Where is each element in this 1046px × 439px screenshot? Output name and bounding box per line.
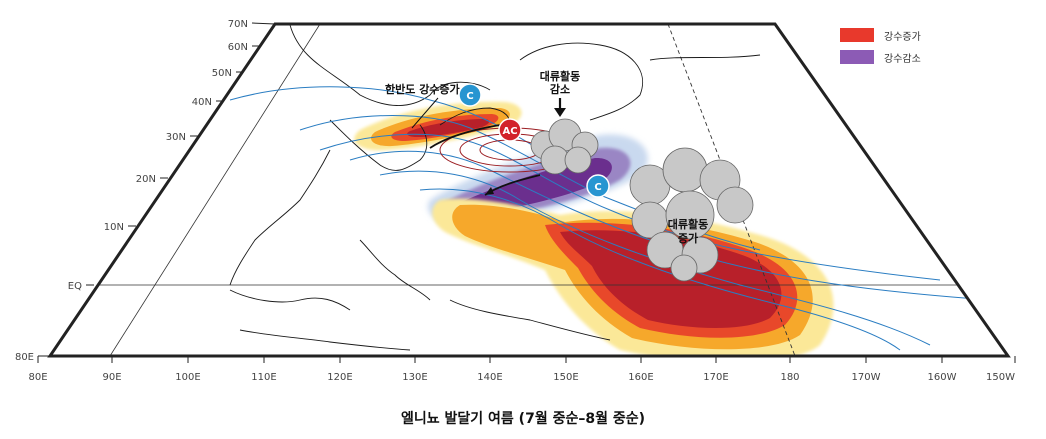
precip-increase-korea xyxy=(354,101,522,151)
figure-caption: 엘니뇨 발달기 여름 (7월 중순–8월 중순) xyxy=(401,411,645,427)
anticyclone-text: AC xyxy=(502,126,517,137)
northern-flow-arrow xyxy=(429,124,501,149)
lat-label: 60N xyxy=(228,42,248,53)
latitude-labels: 70N 60N 50N 40N 30N 20N 10N EQ 80E xyxy=(15,19,276,363)
lon-label: 150E xyxy=(553,372,578,383)
lat-label: EQ xyxy=(68,281,82,292)
lon-label: 170W xyxy=(852,372,881,383)
cyclone-south-text: C xyxy=(594,182,601,193)
convection-increase-label: 증가 xyxy=(678,231,698,245)
lon-label: 150W xyxy=(986,372,1015,383)
korea-pointer-line xyxy=(411,97,439,129)
cyclone-north-text: C xyxy=(466,91,473,102)
lon-label: 90E xyxy=(102,372,121,383)
precip-increase-pacific xyxy=(432,198,834,356)
down-arrow-icon xyxy=(554,98,566,117)
lat-label: 30N xyxy=(166,132,186,143)
map-frame xyxy=(47,22,1011,358)
cyclone-north-badge: C xyxy=(458,83,482,107)
anticyclone-badge: AC xyxy=(498,118,522,142)
lat-label: 50N xyxy=(212,68,232,79)
legend: 강수증가 강수감소 xyxy=(840,24,921,68)
lon-label: 160W xyxy=(928,372,957,383)
convection-increase-label: 대류활동 xyxy=(668,217,708,231)
lon-label: 80E xyxy=(28,372,47,383)
cyclone-south-badge: C xyxy=(586,174,610,198)
lat-label: 40N xyxy=(192,97,212,108)
convection-decrease-label: 감소 xyxy=(550,82,570,96)
convection-decrease-label: 대류활동 xyxy=(540,69,580,83)
lon-label: 170E xyxy=(703,372,728,383)
lat-label: 80E xyxy=(15,352,34,363)
map-content xyxy=(60,24,1000,356)
legend-swatch xyxy=(840,28,874,42)
lon-label: 160E xyxy=(628,372,653,383)
lon-label: 140E xyxy=(477,372,502,383)
lon-label: 100E xyxy=(175,372,200,383)
legend-swatch xyxy=(840,50,874,64)
legend-label: 강수감소 xyxy=(884,53,921,65)
lon-label: 180 xyxy=(780,372,799,383)
flow-arrows xyxy=(429,124,541,196)
annotations: 한반도 강수증가 대류활동 감소 대류활동 증가 xyxy=(385,69,708,245)
cloud-convection-decrease xyxy=(530,118,599,175)
arrow-head xyxy=(485,187,494,195)
lat-label: 20N xyxy=(136,174,156,185)
lat-label: 70N xyxy=(228,19,248,30)
korea-increase-label: 한반도 강수증가 xyxy=(385,82,460,96)
longitude-labels: 80E 90E 100E 110E 120E 130E 140E 150E 16… xyxy=(28,356,1016,383)
meridian-line xyxy=(109,24,321,356)
legend-item-increase: 강수증가 xyxy=(840,24,921,46)
lon-label: 130E xyxy=(402,372,427,383)
legend-item-decrease: 강수감소 xyxy=(840,46,921,68)
legend-label: 강수증가 xyxy=(884,31,921,43)
lon-label: 110E xyxy=(251,372,276,383)
lat-label: 10N xyxy=(104,222,124,233)
lon-label: 120E xyxy=(327,372,352,383)
cloud-convection-increase xyxy=(629,147,754,282)
